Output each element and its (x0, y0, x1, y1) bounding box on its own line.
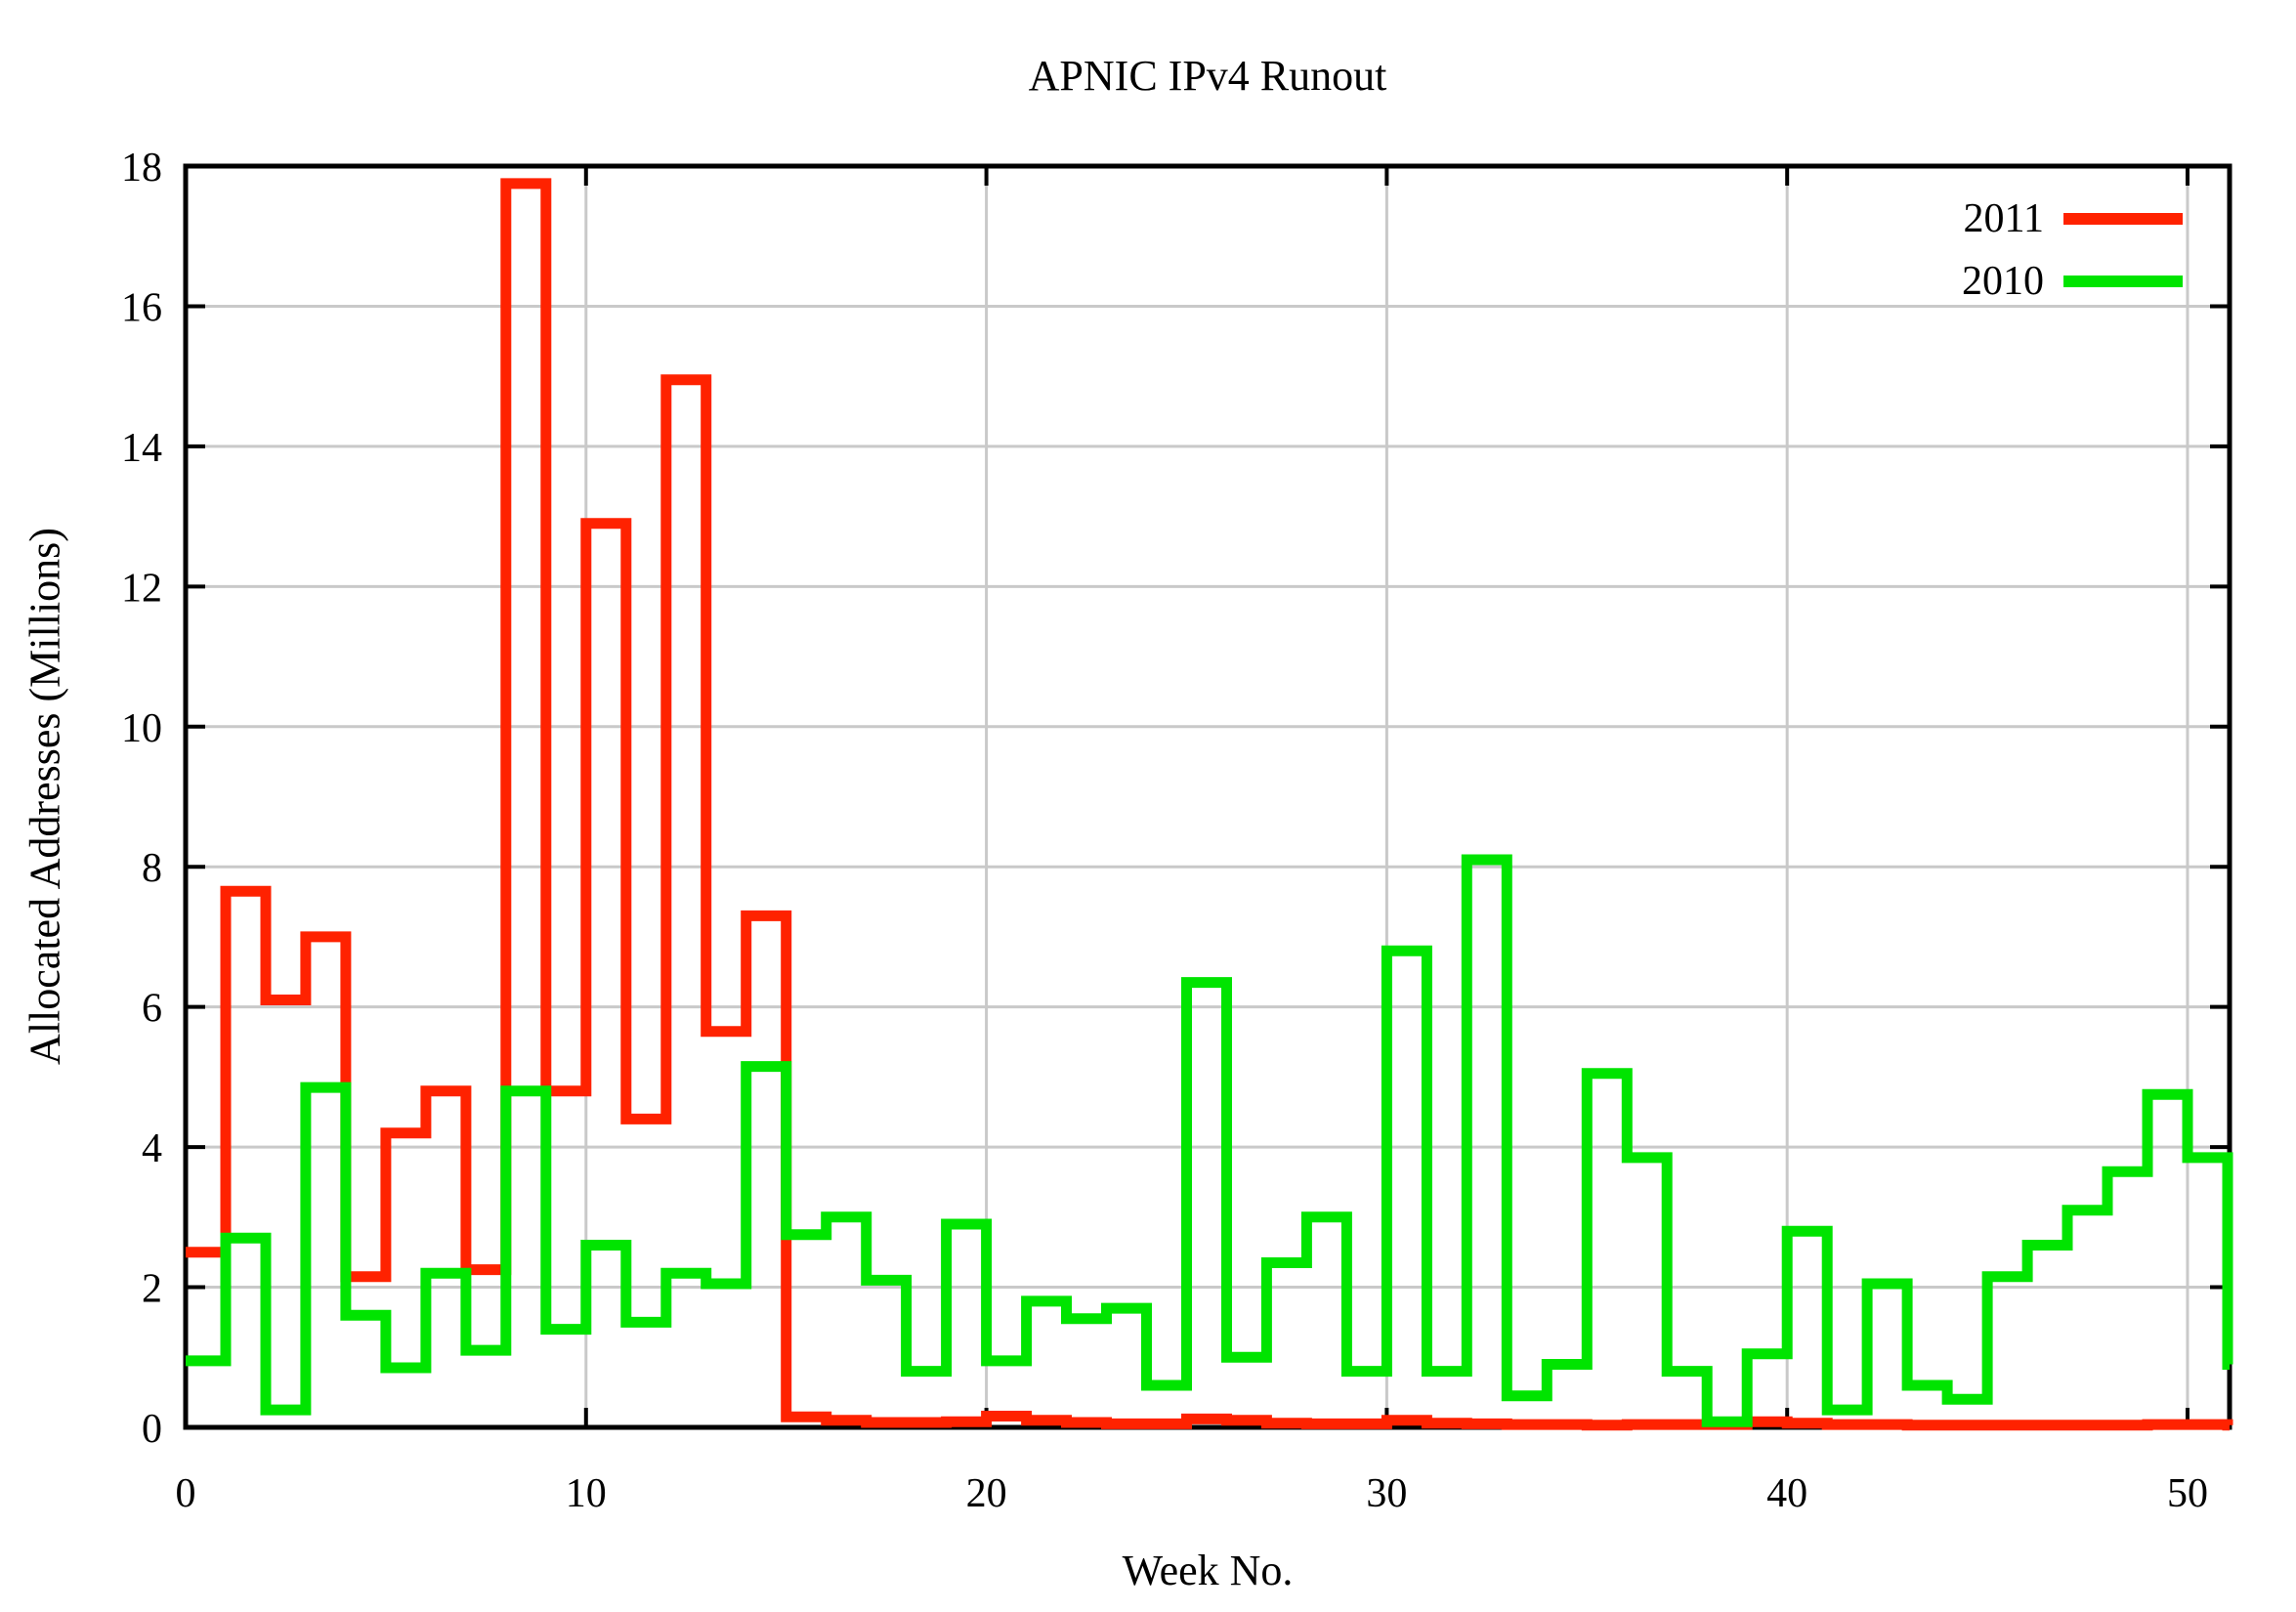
legend-line-sample-2010 (2063, 276, 2183, 287)
x-tick-label-30: 30 (1366, 1471, 1407, 1516)
series-path-2011 (186, 178, 2233, 1431)
y-tick-label-4: 4 (142, 1126, 162, 1171)
legend-line-sample-2011 (2063, 213, 2183, 225)
x-tick-label-0: 0 (176, 1471, 196, 1516)
chart-title: APNIC IPv4 Runout (1028, 52, 1387, 100)
y-tick-label-16: 16 (121, 285, 162, 330)
x-tick-label-50: 50 (2167, 1471, 2208, 1516)
x-tick-label-40: 40 (1766, 1471, 1807, 1516)
legend: 2011 2010 (1962, 188, 2183, 313)
legend-label-2010: 2010 (1962, 259, 2044, 304)
y-tick-label-2: 2 (142, 1267, 162, 1312)
plot-frame (183, 163, 2232, 1430)
legend-entry-2011: 2011 (1962, 188, 2183, 250)
y-tick-label-14: 14 (121, 426, 162, 471)
y-tick-label-8: 8 (142, 846, 162, 891)
y-tick-label-12: 12 (121, 566, 162, 611)
y-tick-label-18: 18 (121, 146, 162, 191)
x-tick-label-20: 20 (966, 1471, 1007, 1516)
legend-label-2011: 2011 (1963, 196, 2044, 241)
legend-entry-2010: 2010 (1962, 250, 2183, 313)
y-tick-label-10: 10 (121, 706, 162, 751)
x-tick-label-10: 10 (566, 1471, 607, 1516)
x-axis-title: Week No. (1122, 1547, 1294, 1594)
y-tick-label-0: 0 (142, 1407, 162, 1452)
series-path-2010 (186, 854, 2233, 1427)
y-tick-label-6: 6 (142, 987, 162, 1032)
